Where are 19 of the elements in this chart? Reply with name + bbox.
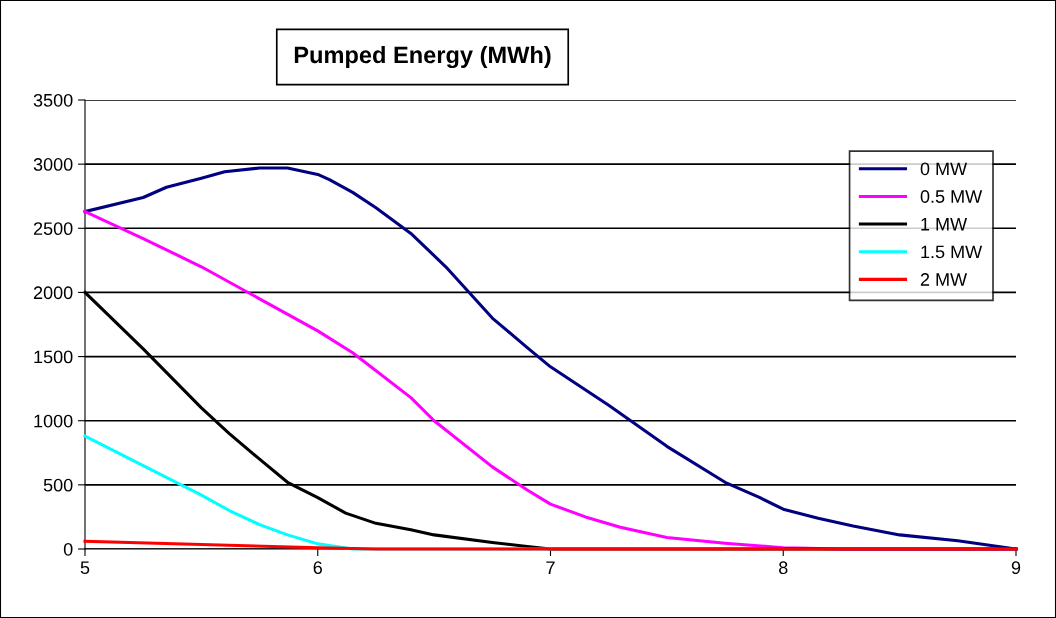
legend-label: 2 MW <box>920 273 968 286</box>
x-tick-label: 9 <box>1011 561 1021 575</box>
chart-title: Pumped Energy (MWh) <box>294 45 551 69</box>
x-tick-label: 5 <box>80 561 90 575</box>
y-tick-label: 3000 <box>33 158 73 171</box>
x-tick-label: 8 <box>779 561 788 575</box>
legend-label: 0 MW <box>920 162 968 176</box>
y-tick-label: 0 <box>63 542 73 556</box>
y-tick-label: 500 <box>43 478 73 492</box>
y-tick-label: 1000 <box>34 414 73 428</box>
x-tick-label: 6 <box>313 561 322 575</box>
x-tick-label: 7 <box>546 561 555 574</box>
y-tick-label: 2000 <box>33 286 73 300</box>
legend-label: 1 MW <box>921 217 968 231</box>
legend-label: 1.5 MW <box>921 245 983 259</box>
y-tick-label: 3500 <box>33 93 73 107</box>
y-tick-label: 2500 <box>33 222 73 236</box>
y-tick-label: 1500 <box>34 350 73 364</box>
legend-label: 0.5 MW <box>920 190 983 203</box>
